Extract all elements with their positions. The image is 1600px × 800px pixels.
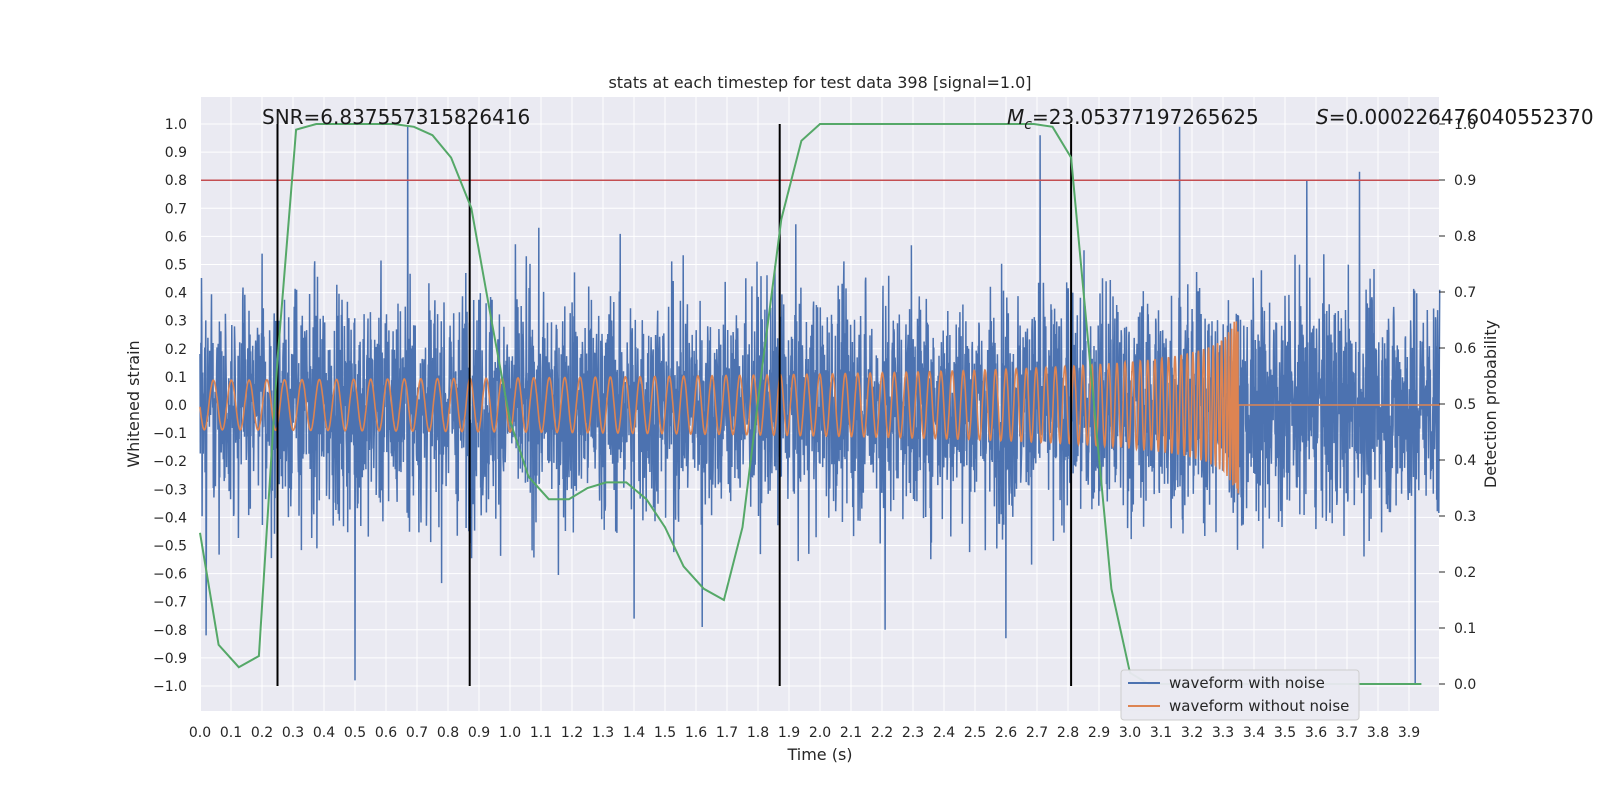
y-tick-label: −0.3	[153, 482, 187, 498]
y2-tick-label: 0.9	[1454, 173, 1476, 189]
x-tick-label: 1.9	[778, 725, 800, 741]
y-tick-label: 0.4	[165, 286, 187, 302]
x-tick-label: 2.6	[995, 725, 1017, 741]
x-tick-label: 2.9	[1088, 725, 1110, 741]
y-tick-label: −0.8	[153, 623, 187, 639]
x-tick-label: 0.5	[344, 725, 366, 741]
y2-tick-label: 0.0	[1454, 677, 1476, 693]
y2-tick-label: 0.5	[1454, 397, 1476, 413]
s-annotation: S=0.000226476040552370	[1316, 105, 1594, 129]
y-tick-label: 0.9	[165, 145, 187, 161]
legend-label-noise: waveform with noise	[1169, 674, 1325, 692]
y2-tick-label: 0.3	[1454, 509, 1476, 525]
mc-subscript: c	[1024, 117, 1032, 133]
x-tick-label: 0.1	[220, 725, 242, 741]
x-tick-label: 1.0	[499, 725, 521, 741]
y2-tick-label: 0.4	[1454, 453, 1476, 469]
y-tick-label: 0.7	[165, 201, 187, 217]
mc-symbol: M	[1007, 105, 1024, 129]
y-tick-label: 0.3	[165, 314, 187, 330]
x-tick-label: 0.7	[406, 725, 428, 741]
y-tick-label: 0.1	[165, 370, 187, 386]
chart-title: stats at each timestep for test data 398…	[608, 73, 1031, 92]
noise-line	[199, 126, 1441, 684]
x-tick-label: 1.6	[685, 725, 707, 741]
chirp-series	[199, 321, 1440, 494]
x-tick-label: 0.3	[282, 725, 304, 741]
y-tick-label: −0.9	[153, 651, 187, 667]
mc-value: =23.05377197265625	[1032, 105, 1259, 129]
legend: waveform with noise waveform without noi…	[1120, 669, 1360, 721]
y-tick-label: −0.6	[153, 567, 187, 583]
x-axis-label: Time (s)	[786, 745, 852, 764]
y-tick-label: −1.0	[153, 679, 187, 695]
x-tick-label: 2.1	[840, 725, 862, 741]
y2-tick-label: 0.2	[1454, 565, 1476, 581]
x-tick-label: 3.6	[1305, 725, 1327, 741]
y2-tick-label: 0.1	[1454, 621, 1476, 637]
x-tick-label: 2.5	[964, 725, 986, 741]
y-tick-label: −0.7	[153, 595, 187, 611]
x-tick-label: 1.4	[623, 725, 645, 741]
x-tick-label: 3.1	[1150, 725, 1172, 741]
legend-label-clean: waveform without noise	[1169, 697, 1349, 715]
legend-box	[1120, 669, 1360, 721]
x-tick-label: 2.7	[1026, 725, 1048, 741]
x-tick-label: 0.2	[251, 725, 273, 741]
x-tick-label: 0.6	[375, 725, 397, 741]
y-tick-label: −0.1	[153, 426, 187, 442]
y-tick-label: 0.8	[165, 173, 187, 189]
y-axis-label: Whitened strain	[124, 340, 143, 467]
s-value: =0.000226476040552370	[1329, 105, 1594, 129]
x-tick-label: 1.1	[530, 725, 552, 741]
x-tick-label: 2.4	[933, 725, 955, 741]
snr-annotation: SNR=6.837557315826416	[262, 105, 530, 129]
vlines	[276, 124, 1073, 686]
x-tick-label: 2.8	[1057, 725, 1079, 741]
y-tick-label: −0.5	[153, 539, 187, 555]
x-tick-label: 3.5	[1274, 725, 1296, 741]
mc-annotation: Mc=23.05377197265625	[1007, 105, 1259, 133]
x-tick-label: 0.9	[468, 725, 490, 741]
y2-tick-labels: 0.0 0.1 0.2 0.3 0.4 0.5 0.6 0.7 0.8 0.9 1.0	[1439, 117, 1476, 693]
x-tick-labels: 0.0 0.1 0.2 0.3 0.4 0.5 0.6 0.7 0.8 0.9 1.0 1.1 1.2 1…	[189, 725, 1420, 741]
y-tick-label: 0.0	[165, 398, 187, 414]
x-tick-label: 3.2	[1181, 725, 1203, 741]
y-tick-label: 0.2	[165, 342, 187, 358]
y-tick-label: −0.4	[153, 510, 187, 526]
x-tick-label: 3.8	[1367, 725, 1389, 741]
x-tick-label: 3.0	[1119, 725, 1141, 741]
x-tick-label: 3.3	[1212, 725, 1234, 741]
x-tick-label: 3.7	[1336, 725, 1358, 741]
y2-tick-label: 0.8	[1454, 229, 1476, 245]
x-tick-label: 0.8	[437, 725, 459, 741]
chirp-line	[199, 321, 1440, 494]
x-tick-label: 0.0	[189, 725, 211, 741]
y2-axis-label: Detection probability	[1481, 320, 1500, 488]
x-tick-label: 1.3	[592, 725, 614, 741]
x-tick-label: 0.4	[313, 725, 335, 741]
x-tick-label: 1.8	[747, 725, 769, 741]
y2-tick-label: 0.7	[1454, 285, 1476, 301]
y-tick-label: 1.0	[165, 117, 187, 133]
y-tick-labels: −1.0 −0.9 −0.8 −0.7 −0.6 −0.5 −0.4 −0.3 −0.2 −0.1…	[153, 117, 187, 695]
s-symbol: S	[1316, 105, 1329, 129]
x-tick-label: 3.4	[1243, 725, 1265, 741]
x-tick-label: 2.3	[902, 725, 924, 741]
y2-tick-label: 1.0	[1454, 117, 1476, 133]
y-tick-label: −0.2	[153, 454, 187, 470]
y-tick-label: 0.6	[165, 229, 187, 245]
x-tick-label: 2.0	[809, 725, 831, 741]
x-tick-label: 1.5	[654, 725, 676, 741]
noise-series	[199, 126, 1441, 684]
y2-tick-label: 0.6	[1454, 341, 1476, 357]
x-tick-label: 2.2	[871, 725, 893, 741]
y-tick-label: 0.5	[165, 258, 187, 274]
x-tick-label: 3.9	[1398, 725, 1420, 741]
x-tick-label: 1.2	[561, 725, 583, 741]
x-tick-label: 1.7	[716, 725, 738, 741]
